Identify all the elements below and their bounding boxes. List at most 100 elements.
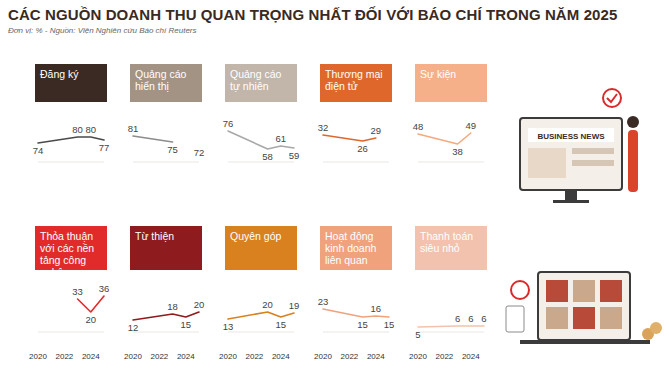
panel-title: Thanh toán siêu nhỏ	[415, 226, 487, 270]
data-label: 80	[72, 124, 83, 135]
panel-title: Quảng cáo hiển thị	[130, 64, 202, 102]
x-tick-label: 2024	[462, 352, 480, 361]
data-label: 5	[415, 329, 420, 340]
panel-title: Thương mại điện tử	[320, 64, 392, 102]
data-label: 29	[371, 125, 382, 136]
line-group	[228, 312, 294, 319]
line	[228, 131, 294, 149]
x-axis-line	[418, 332, 484, 333]
data-label: 16	[371, 303, 382, 314]
person	[628, 130, 638, 192]
screen-line	[572, 160, 614, 166]
data-label: 20	[262, 299, 273, 310]
line-group	[418, 133, 471, 144]
line	[418, 133, 471, 144]
coin-badge	[511, 281, 529, 299]
panel-title: Quyên góp	[225, 226, 297, 270]
check-mark	[607, 94, 617, 102]
panel-title: Hoạt động kinh doanh liên quan	[320, 226, 392, 270]
data-label: 15	[384, 319, 395, 330]
screen-tile	[600, 280, 622, 302]
screen-banner	[528, 128, 614, 142]
title: CÁC NGUỒN DOANH THU QUAN TRỌNG NHẤT ĐỐI …	[8, 6, 617, 23]
data-label: 33	[72, 286, 83, 297]
x-tick-label: 2022	[151, 352, 169, 361]
screen-tile	[546, 307, 568, 329]
data-label: 18	[167, 301, 178, 312]
x-tick-label: 2020	[314, 352, 332, 361]
x-tick-label: 2020	[409, 352, 427, 361]
x-tick-label: 2022	[436, 352, 454, 361]
x-axis-line	[323, 332, 389, 333]
x-tick-label: 2020	[124, 352, 142, 361]
data-label: 32	[318, 122, 329, 133]
data-label: 72	[194, 147, 205, 158]
data-label: 58	[262, 151, 273, 162]
data-label: 77	[99, 142, 110, 153]
data-label: 19	[289, 300, 300, 311]
data-label: 59	[289, 150, 300, 161]
panel-title: Quảng cáo tự nhiên	[225, 64, 297, 102]
line	[133, 136, 199, 145]
data-label: 74	[33, 145, 44, 156]
line	[38, 137, 104, 143]
panel: 5666202020222024	[409, 313, 487, 361]
line-group	[228, 131, 294, 149]
data-label: 15	[276, 319, 287, 330]
panel-title: Thỏa thuận với các nền tảng công nghệ	[35, 226, 107, 270]
data-label: 75	[167, 144, 178, 155]
x-tick-label: 2022	[341, 352, 359, 361]
x-tick-label: 2024	[367, 352, 385, 361]
data-label: 76	[223, 118, 234, 129]
panel: 817572	[128, 123, 205, 162]
data-label: 80	[86, 124, 97, 135]
line-group	[418, 326, 484, 327]
line	[418, 326, 484, 327]
x-axis-line	[133, 162, 199, 163]
panel: 13201519202020222024	[219, 299, 299, 361]
line-group	[78, 296, 104, 312]
x-tick-label: 2022	[56, 352, 74, 361]
line-group	[38, 137, 104, 143]
x-axis-line	[133, 332, 199, 333]
screen-line	[572, 148, 614, 154]
x-axis-line	[323, 162, 389, 163]
panel-title: Từ thiện	[130, 226, 202, 270]
line-group	[323, 135, 376, 141]
panel: 12181520202020222024	[124, 299, 204, 361]
x-axis-line	[38, 162, 104, 163]
panel-title: Sự kiện	[415, 64, 487, 102]
monitor	[538, 272, 630, 340]
data-label: 20	[86, 314, 97, 325]
data-label: 48	[413, 121, 424, 132]
data-label: 15	[357, 319, 368, 330]
x-axis-line	[228, 162, 294, 163]
panel-title: Đăng ký	[35, 64, 107, 102]
data-label: 6	[468, 313, 473, 324]
receipt	[506, 306, 524, 332]
x-tick-label: 2022	[246, 352, 264, 361]
line-group	[133, 136, 199, 145]
x-axis-line	[418, 162, 484, 163]
data-label: 15	[181, 319, 192, 330]
data-label: 12	[128, 322, 139, 333]
screen-tile	[573, 280, 595, 302]
panel: 332036202020222024	[29, 283, 109, 361]
x-tick-label: 2024	[177, 352, 195, 361]
panel: 32 2629	[318, 122, 389, 162]
x-axis-line	[38, 332, 104, 333]
line	[78, 296, 104, 312]
data-label: 20	[194, 299, 205, 310]
x-tick-label: 2024	[82, 352, 100, 361]
x-tick-label: 2020	[219, 352, 237, 361]
check-badge	[603, 89, 621, 107]
monitor	[520, 118, 622, 190]
chart-canvas: 7480807781757276586159322629483849332036…	[0, 0, 669, 371]
subtitle: Đơn vị: % - Nguồn: Viện Nghiên cứu Báo c…	[8, 26, 197, 35]
panel: 483849	[413, 120, 484, 162]
person-head	[627, 116, 639, 128]
data-label: 49	[466, 120, 477, 131]
x-tick-label: 2020	[29, 352, 47, 361]
data-label: 26	[357, 143, 368, 154]
data-label: 23	[318, 296, 329, 307]
